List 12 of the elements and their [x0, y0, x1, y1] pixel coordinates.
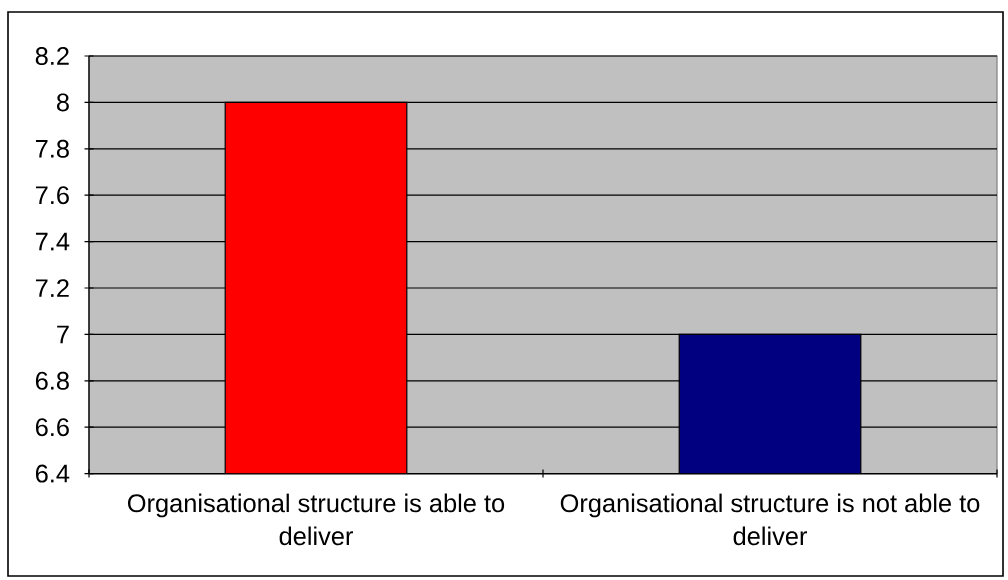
- y-tick-label: 7.2: [35, 279, 69, 297]
- y-tick-label: 6.6: [35, 418, 69, 437]
- y-tick-label: 8: [56, 93, 69, 112]
- x-tick-label: Organisational structure is able to deliver: [127, 493, 505, 546]
- x-tick-label: Organisational structure is not able to deliver: [560, 493, 980, 546]
- y-tick-label: 7.6: [35, 186, 69, 205]
- y-tick-label: 6.4: [35, 464, 70, 483]
- y-tick-label: 7.4: [35, 232, 70, 251]
- y-tick-label: 7.8: [35, 139, 69, 158]
- y-tick-label: 8.2: [35, 47, 69, 65]
- y-tick-label: 7: [57, 325, 69, 344]
- y-tick-label: 6.8: [35, 371, 69, 390]
